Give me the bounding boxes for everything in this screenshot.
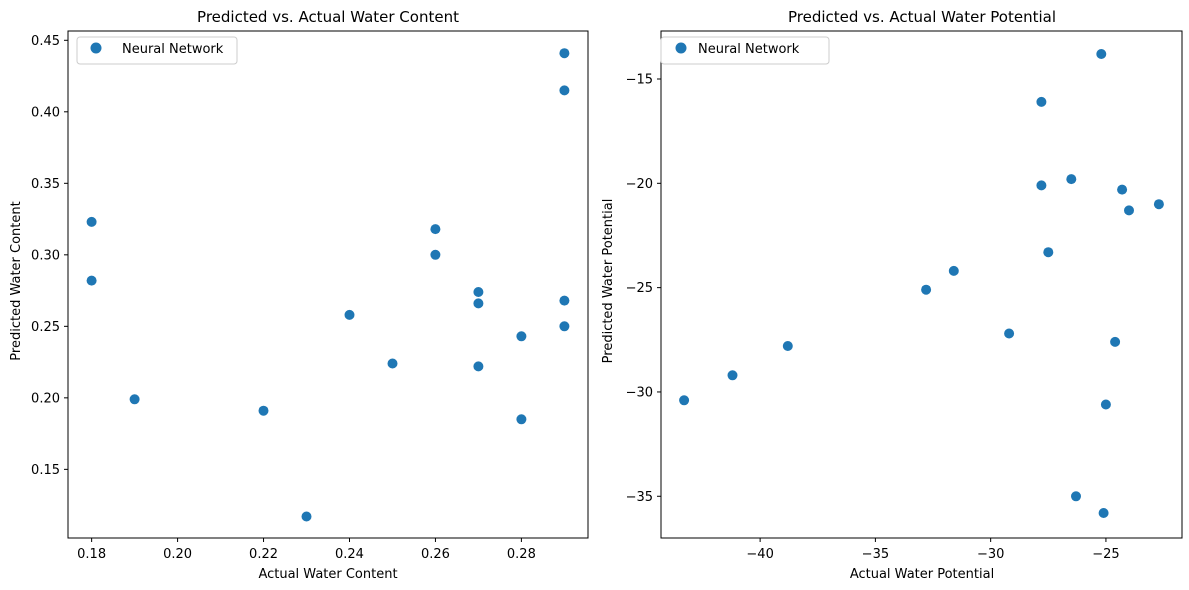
plot-area: −40 −35 −30 −25 −35 −30 −25 −20 −15 <box>626 30 1183 562</box>
x-axis-label: Actual Water Potential <box>850 567 994 582</box>
data-point <box>1117 184 1128 195</box>
y-axis-label: Predicted Water Content <box>9 201 24 360</box>
legend-frame <box>660 36 830 65</box>
legend-frame <box>76 36 238 65</box>
y-tick-label: 0.35 <box>31 177 60 192</box>
data-point <box>344 309 355 320</box>
data-point <box>559 321 570 332</box>
x-tick-label: −25 <box>1092 547 1119 562</box>
y-tick-label: −35 <box>626 490 653 505</box>
data-point <box>1004 328 1015 339</box>
data-point <box>1098 508 1109 518</box>
data-point <box>921 284 932 295</box>
data-point <box>1066 174 1077 185</box>
legend-marker <box>675 42 687 54</box>
y-tick-label: −25 <box>626 281 653 296</box>
data-point <box>1096 49 1107 59</box>
data-point <box>86 275 97 286</box>
data-point <box>1071 491 1081 502</box>
legend: Neural Network <box>660 36 830 65</box>
y-tick-label: −20 <box>626 177 653 192</box>
axes-frame <box>67 30 589 539</box>
data-point <box>473 298 484 309</box>
data-point <box>782 341 793 351</box>
x-tick-label: 0.22 <box>249 547 278 562</box>
legend-label: Neural Network <box>122 42 224 57</box>
x-tick-label: −30 <box>977 547 1004 562</box>
data-point <box>1043 247 1054 258</box>
chart-water-potential: Predicted vs. Actual Water Potential −40… <box>601 8 1183 582</box>
y-tick-label: 0.45 <box>31 34 60 49</box>
data-point <box>301 511 312 522</box>
data-point <box>1036 180 1047 191</box>
data-point <box>559 85 570 96</box>
x-axis-label: Actual Water Content <box>258 567 397 582</box>
data-point <box>473 361 484 372</box>
x-tick-label: 0.26 <box>421 547 450 562</box>
y-tick-label: −30 <box>626 385 653 400</box>
x-tick-label: 0.28 <box>507 547 536 562</box>
x-tick-label: 0.18 <box>77 547 106 562</box>
data-point <box>727 370 738 381</box>
data-point <box>387 358 398 369</box>
data-point <box>516 414 527 425</box>
data-point <box>1153 199 1164 210</box>
data-point <box>430 224 441 235</box>
y-axis-label: Predicted Water Potential <box>601 199 616 364</box>
y-tick-label: 0.30 <box>31 248 60 263</box>
x-tick-label: 0.20 <box>163 547 192 562</box>
data-point <box>948 265 959 276</box>
data-point <box>129 394 140 405</box>
data-point <box>473 287 484 297</box>
chart-water-content: Predicted vs. Actual Water Content 0.18 0… <box>9 8 589 582</box>
data-point <box>430 249 441 260</box>
y-tick-label: 0.20 <box>31 391 60 406</box>
x-tick-label: 0.24 <box>335 547 364 562</box>
legend-label: Neural Network <box>698 42 800 57</box>
data-point <box>559 295 570 306</box>
x-tick-label: −35 <box>862 547 889 562</box>
data-point <box>516 331 527 342</box>
legend-marker <box>90 42 102 54</box>
data-point <box>1124 205 1134 216</box>
data-point <box>86 216 97 227</box>
chart-title: Predicted vs. Actual Water Potential <box>788 8 1056 26</box>
y-tick-label: 0.15 <box>31 463 60 478</box>
data-point <box>559 48 570 59</box>
legend: Neural Network <box>76 36 238 65</box>
data-point <box>258 405 269 416</box>
y-tick-label: −15 <box>626 72 653 87</box>
data-point <box>679 395 690 406</box>
x-tick-label: −40 <box>746 547 773 562</box>
data-point <box>1100 399 1111 410</box>
y-tick-label: 0.25 <box>31 320 60 335</box>
y-tick-label: 0.40 <box>31 105 60 120</box>
axes-frame <box>660 30 1183 539</box>
plot-area: 0.18 0.20 0.22 0.24 0.26 0.28 0.15 0.20 0.25 0.30… <box>31 30 589 562</box>
data-point <box>1110 336 1121 347</box>
chart-title: Predicted vs. Actual Water Content <box>197 8 459 26</box>
data-point <box>1036 96 1047 107</box>
